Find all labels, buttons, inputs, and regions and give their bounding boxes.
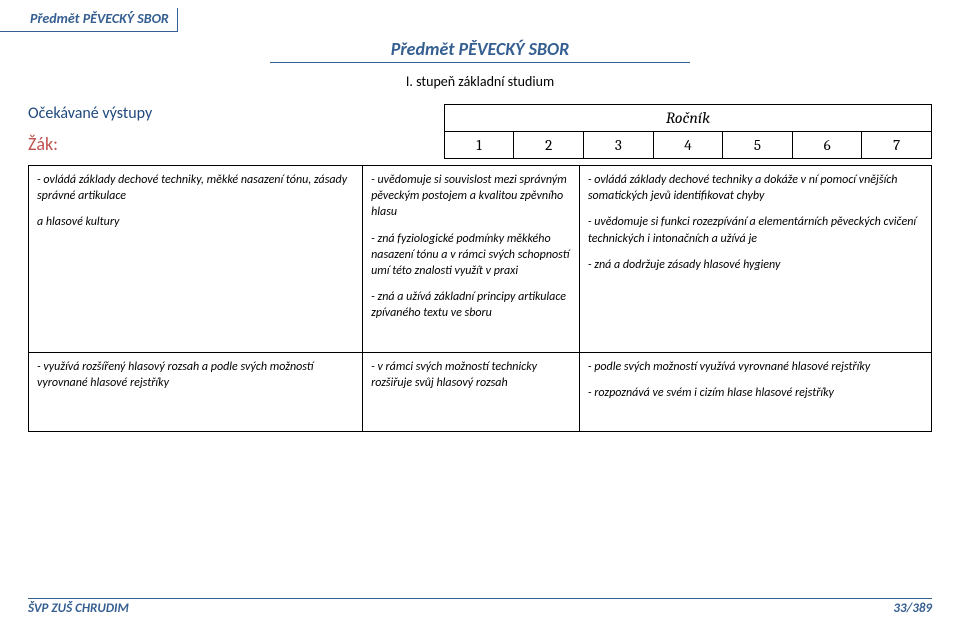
expected-outcomes-label: Očekávané výstupy [28, 104, 424, 123]
cell-mid-1: - uvědomuje si souvislost mezi správným … [363, 166, 580, 353]
cell-left-2: - využívá rozšířený hlasový rozsah a pod… [29, 352, 363, 431]
cell-text: - zná fyziologické podmínky měkkého nasa… [371, 231, 571, 280]
cell-text: - v rámci svých možností technicky rozši… [371, 359, 571, 391]
grade-7: 7 [862, 132, 932, 159]
grade-2: 2 [514, 132, 584, 159]
cell-text: - zná a dodržuje zásady hlasové hygieny [588, 257, 923, 273]
cell-text: - zná a užívá základní principy artikula… [371, 289, 571, 321]
footer-right: 33/389 [893, 601, 932, 616]
footer-left: ŠVP ZUŠ CHRUDIM [28, 601, 129, 616]
title-row: Předmět PĚVECKÝ SBOR [28, 38, 932, 63]
grade-label: Ročník [444, 105, 931, 132]
cell-text: - ovládá základy dechové techniky, měkké… [37, 172, 354, 204]
subtitle: I. stupeň základní studium [28, 73, 932, 90]
grade-5: 5 [723, 132, 793, 159]
cell-mid-2: - v rámci svých možností technicky rozši… [363, 352, 580, 431]
grade-6: 6 [792, 132, 862, 159]
table-row: - využívá rozšířený hlasový rozsah a pod… [29, 352, 932, 431]
footer: ŠVP ZUŠ CHRUDIM 33/389 [28, 598, 932, 616]
table-row: - ovládá základy dechové techniky, měkké… [29, 166, 932, 353]
grade-1: 1 [444, 132, 514, 159]
cell-text: a hlasové kultury [37, 214, 354, 230]
cell-text: - uvědomuje si funkci rozezpívání a elem… [588, 214, 923, 246]
cell-right-2: - podle svých možností využívá vyrovnané… [579, 352, 931, 431]
cell-text: - podle svých možností využívá vyrovnané… [588, 359, 923, 375]
page-title: Předmět PĚVECKÝ SBOR [270, 38, 690, 63]
student-label: Žák: [28, 133, 424, 155]
cell-text: - ovládá základy dechové techniky a doká… [588, 172, 923, 204]
subject-tag: Předmět PĚVECKÝ SBOR [0, 8, 178, 32]
cell-right-1: - ovládá základy dechové techniky a doká… [579, 166, 931, 353]
grade-3: 3 [584, 132, 654, 159]
content-table: - ovládá základy dechové techniky, měkké… [28, 165, 932, 432]
subject-tag-text: Předmět PĚVECKÝ SBOR [30, 10, 169, 27]
cell-text: - rozpoznává ve svém i cizím hlase hlaso… [588, 385, 923, 401]
grade-header-table: Ročník 1 2 3 4 5 6 7 [444, 104, 932, 159]
cell-text: - využívá rozšířený hlasový rozsah a pod… [37, 359, 354, 391]
cell-left-1: - ovládá základy dechové techniky, měkké… [29, 166, 363, 353]
cell-text: - uvědomuje si souvislost mezi správným … [371, 172, 571, 221]
grade-4: 4 [653, 132, 723, 159]
